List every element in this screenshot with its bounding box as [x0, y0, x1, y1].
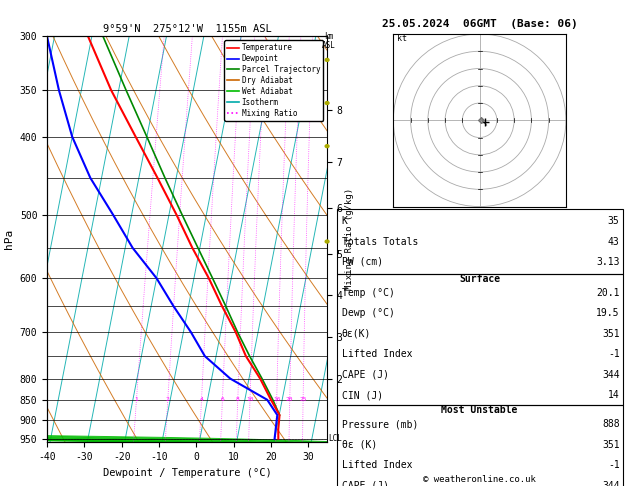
Text: 8: 8 [236, 397, 240, 402]
Text: 20.1: 20.1 [596, 288, 620, 298]
Text: PW (cm): PW (cm) [342, 257, 382, 267]
Text: 43: 43 [608, 237, 620, 246]
Text: 344: 344 [602, 370, 620, 380]
Text: kt: kt [397, 34, 407, 43]
Text: © weatheronline.co.uk: © weatheronline.co.uk [423, 474, 536, 484]
Text: Lifted Index: Lifted Index [342, 349, 412, 359]
Text: LCL: LCL [328, 434, 342, 443]
X-axis label: Dewpoint / Temperature (°C): Dewpoint / Temperature (°C) [103, 468, 272, 478]
Text: 35: 35 [608, 216, 620, 226]
Text: 25: 25 [299, 397, 307, 402]
Text: 10: 10 [246, 397, 253, 402]
Text: Surface: Surface [459, 274, 500, 284]
Text: 19.5: 19.5 [596, 309, 620, 318]
Y-axis label: Mixing Ratio (g/kg): Mixing Ratio (g/kg) [345, 188, 355, 291]
Text: Temp (°C): Temp (°C) [342, 288, 394, 298]
Text: CAPE (J): CAPE (J) [342, 481, 389, 486]
Text: K: K [342, 216, 347, 226]
Text: 4: 4 [199, 397, 203, 402]
Text: 344: 344 [602, 481, 620, 486]
Text: 3.13: 3.13 [596, 257, 620, 267]
Text: Dewp (°C): Dewp (°C) [342, 309, 394, 318]
Text: 20: 20 [286, 397, 294, 402]
Text: 888: 888 [602, 419, 620, 429]
Text: Totals Totals: Totals Totals [342, 237, 418, 246]
Text: 6: 6 [220, 397, 224, 402]
Text: Pressure (mb): Pressure (mb) [342, 419, 418, 429]
Text: 16: 16 [273, 397, 281, 402]
Text: 351: 351 [602, 329, 620, 339]
Text: Most Unstable: Most Unstable [442, 405, 518, 415]
Y-axis label: hPa: hPa [4, 229, 14, 249]
Text: 1: 1 [135, 397, 138, 402]
Text: CAPE (J): CAPE (J) [342, 370, 389, 380]
Text: km
ASL: km ASL [322, 32, 336, 50]
Text: 2: 2 [166, 397, 170, 402]
Text: 25.05.2024  06GMT  (Base: 06): 25.05.2024 06GMT (Base: 06) [382, 19, 577, 29]
Text: θε(K): θε(K) [342, 329, 371, 339]
Text: CIN (J): CIN (J) [342, 390, 382, 400]
Text: θε (K): θε (K) [342, 440, 377, 450]
Legend: Temperature, Dewpoint, Parcel Trajectory, Dry Adiabat, Wet Adiabat, Isotherm, Mi: Temperature, Dewpoint, Parcel Trajectory… [224, 40, 323, 121]
Text: Lifted Index: Lifted Index [342, 460, 412, 470]
Text: -1: -1 [608, 460, 620, 470]
Text: 351: 351 [602, 440, 620, 450]
Text: -1: -1 [608, 349, 620, 359]
Text: 14: 14 [608, 390, 620, 400]
Title: 9°59'N  275°12'W  1155m ASL: 9°59'N 275°12'W 1155m ASL [103, 24, 272, 35]
